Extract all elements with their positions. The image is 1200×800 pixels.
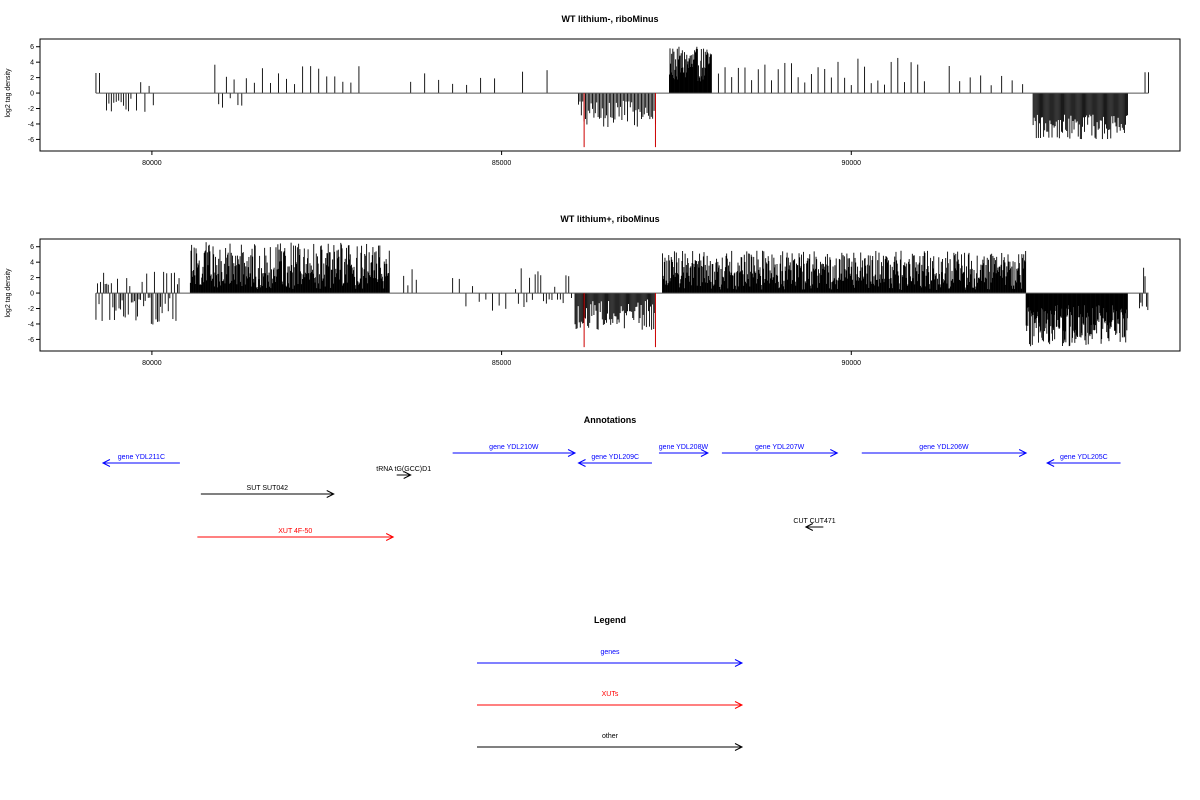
annotation-feature: gene YDL210W: [452, 444, 577, 457]
annotation-label: SUT SUT042: [247, 485, 289, 492]
y-tick-label: 6: [30, 44, 34, 51]
annotation-feature: gene YDL205C: [1045, 454, 1121, 467]
annotation-feature: gene YDL211C: [101, 454, 180, 467]
annotation-label: gene YDL210W: [489, 444, 539, 451]
annotation-label: CUT CUT471: [793, 518, 835, 525]
legend-label: other: [602, 733, 619, 740]
x-tick-label: 80000: [142, 160, 162, 167]
arrowhead: [101, 459, 111, 467]
annotation-feature: XUT 4F-50: [197, 528, 395, 541]
y-axis-label: log2 tag density: [5, 68, 12, 118]
y-tick-label: 6: [30, 244, 34, 251]
arrowhead: [326, 490, 335, 498]
y-tick-label: -6: [28, 137, 34, 144]
annotation-feature: gene YDL208W: [659, 444, 710, 457]
y-tick-label: -4: [28, 321, 34, 328]
arrowhead: [734, 659, 744, 667]
y-tick-label: 0: [30, 291, 34, 298]
annotation-feature: gene YDL209C: [577, 454, 652, 467]
annotation-label: XUT 4F-50: [278, 528, 312, 535]
x-tick-label: 80000: [142, 360, 162, 367]
y-tick-label: -2: [28, 106, 34, 113]
x-tick-label: 90000: [842, 160, 862, 167]
plot-frame: [39, 38, 1181, 152]
x-tick-label: 90000: [842, 360, 862, 367]
annotation-label: gene YDL209C: [591, 454, 639, 461]
annotation-label: gene YDL206W: [919, 444, 969, 451]
legend-items: genes XUTs other: [477, 649, 744, 751]
arrowhead: [567, 449, 577, 457]
y-tick-label: 0: [30, 91, 34, 98]
plot-frame: [39, 238, 1181, 352]
arrowhead: [1045, 459, 1055, 467]
y-axis-label: log2 tag density: [5, 268, 12, 318]
annotations-title: Annotations: [584, 415, 637, 425]
arrowhead: [734, 743, 744, 751]
annotation-label: gene YDL208W: [659, 444, 709, 451]
annotation-feature: gene YDL207W: [721, 444, 839, 457]
annotation-feature: gene YDL206W: [861, 444, 1028, 457]
annotation-label: tRNA tG(GCC)D1: [376, 466, 431, 473]
panel-lithium-minus: WT lithium-, riboMinus log2 tag density …: [5, 14, 1181, 167]
arrowhead: [385, 533, 395, 541]
legend-item: XUTs: [477, 691, 744, 709]
legend-label: XUTs: [602, 691, 619, 698]
y-tick-label: 4: [30, 260, 34, 267]
legend-title: Legend: [594, 615, 626, 625]
annotation-feature: CUT CUT471: [793, 518, 836, 531]
panel-lithium-plus: WT lithium+, riboMinus log2 tag density …: [5, 214, 1181, 367]
arrowhead: [734, 701, 744, 709]
arrowhead: [830, 449, 839, 457]
legend-label: genes: [600, 649, 620, 656]
panel-title: WT lithium-, riboMinus: [562, 14, 659, 24]
legend-panel: Legend genes XUTs other: [477, 615, 744, 751]
legend-item: other: [477, 733, 744, 751]
annotation-label: gene YDL207W: [755, 444, 805, 451]
arrowhead: [804, 523, 814, 531]
arrowhead: [1018, 449, 1028, 457]
arrowhead: [577, 459, 586, 467]
plot-area: 6 4 2 0 -2 -4 -6 80000 85000 90000: [28, 238, 1181, 367]
x-tick-label: 85000: [492, 360, 512, 367]
annotation-feature: SUT SUT042: [200, 485, 335, 498]
annotation-features: gene YDL211C gene YDL210W gene YDL209C gene…: [101, 444, 1121, 541]
arrowhead: [403, 471, 412, 479]
y-tick-label: 2: [30, 75, 34, 82]
panel-title: WT lithium+, riboMinus: [560, 214, 659, 224]
plot-area: 6 4 2 0 -2 -4 -6 80000 85000 90000: [28, 38, 1181, 167]
y-tick-label: -6: [28, 337, 34, 344]
arrowhead: [700, 449, 710, 457]
annotation-label: gene YDL205C: [1060, 454, 1108, 461]
y-tick-label: -2: [28, 306, 34, 313]
y-tick-label: 2: [30, 275, 34, 282]
x-tick-label: 85000: [492, 160, 512, 167]
legend-item: genes: [477, 649, 744, 667]
annotation-feature: tRNA tG(GCC)D1: [376, 466, 431, 479]
annotation-label: gene YDL211C: [118, 454, 165, 461]
y-tick-label: -4: [28, 121, 34, 128]
y-tick-label: 4: [30, 60, 34, 67]
